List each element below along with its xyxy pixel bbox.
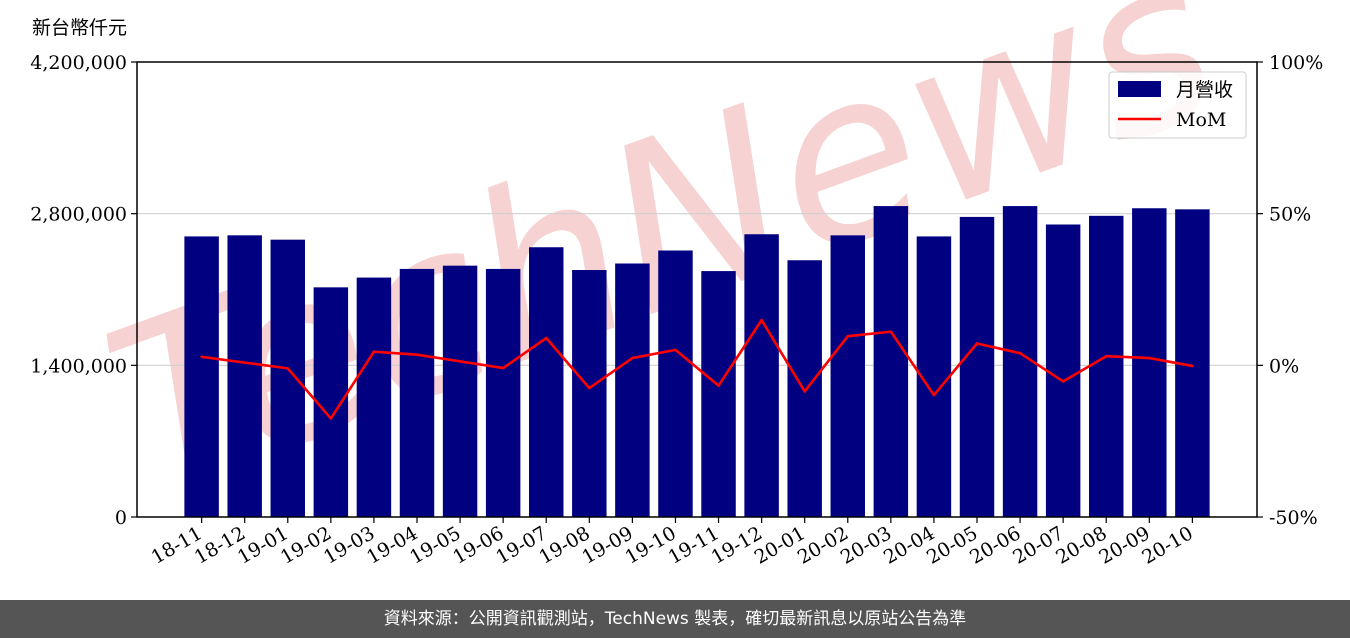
legend-label-mom: MoM (1176, 109, 1226, 131)
mom-point-19-10 (674, 348, 677, 352)
bar-19-01 (270, 239, 305, 517)
mom-point-19-02 (329, 417, 333, 420)
mom-point-19-12 (760, 318, 763, 322)
bar-20-05 (959, 216, 995, 517)
y-tick-label: 1,400,000 (30, 355, 127, 377)
mom-point-20-06 (1018, 351, 1022, 355)
bar-19-06 (485, 268, 521, 517)
mom-point-18-12 (243, 361, 246, 364)
mom-point-20-02 (846, 334, 850, 338)
mom-point-20-10 (1191, 364, 1194, 368)
y2-tick-label: -50% (1269, 507, 1318, 529)
bar-19-02 (313, 287, 349, 517)
bar-19-08 (572, 270, 607, 517)
mom-point-20-04 (932, 393, 936, 397)
bar-19-03 (356, 277, 392, 517)
mom-point-20-09 (1148, 356, 1151, 360)
legend-label-revenue: 月營收 (1176, 79, 1233, 101)
bar-19-04 (399, 268, 435, 517)
bar-20-02 (830, 235, 865, 518)
y2-tick-label: 50% (1269, 204, 1311, 226)
mom-point-20-05 (975, 342, 979, 345)
x-axis-ticks: 18-1118-1219-0119-0219-0319-0419-0519-06… (148, 517, 1197, 569)
right-axis-ticks: -50% 0% 50% 100% (1257, 52, 1323, 529)
mom-point-20-07 (1061, 380, 1065, 383)
legend: 月營收 MoM (1108, 71, 1247, 139)
bar-20-01 (787, 260, 822, 517)
mom-point-20-03 (889, 330, 893, 333)
y2-tick-label: 0% (1269, 355, 1299, 377)
bar-19-07 (529, 247, 564, 517)
left-axis-ticks: 0 1,400,000 2,800,000 4,200,000 (30, 52, 137, 529)
mom-point-20-01 (803, 390, 806, 393)
bar-20-07 (1045, 224, 1081, 517)
mom-point-19-03 (372, 350, 376, 353)
bar-18-12 (227, 235, 262, 518)
x-tick-label: 20-10 (1138, 522, 1196, 568)
bar-19-10 (658, 250, 693, 517)
mom-line (201, 318, 1193, 420)
mom-point-19-07 (544, 336, 548, 340)
mom-point-18-11 (200, 355, 203, 359)
mom-point-19-09 (631, 356, 634, 360)
mom-line-series (200, 318, 1194, 420)
mom-point-19-06 (501, 366, 505, 370)
y-tick-label: 4,200,000 (30, 52, 127, 74)
bar-19-05 (442, 265, 478, 517)
mom-point-19-08 (588, 386, 591, 390)
bar-20-03 (873, 206, 909, 518)
bar-18-11 (184, 236, 219, 517)
plot-frame (136, 61, 1258, 518)
bar-20-08 (1089, 215, 1124, 518)
y-tick-label: 2,800,000 (30, 204, 127, 226)
mom-point-19-04 (415, 353, 419, 357)
mom-point-19-01 (286, 367, 290, 370)
mom-point-20-08 (1104, 354, 1108, 358)
y2-tick-label: 100% (1269, 52, 1323, 74)
y-axis-unit-label: 新台幣仟元 (32, 17, 127, 39)
y-tick-label: 0 (115, 507, 127, 529)
bar-19-12 (744, 234, 779, 517)
mom-point-19-11 (717, 384, 720, 387)
bar-19-09 (615, 263, 650, 517)
legend-swatch-bar (1118, 81, 1161, 97)
mom-point-19-05 (458, 360, 462, 363)
bar-20-09 (1132, 208, 1167, 517)
source-footer: 資料來源：公開資訊觀測站，TechNews 製表，確切最新訊息以原站公告為準 (0, 600, 1350, 638)
bar-19-11 (701, 271, 736, 517)
